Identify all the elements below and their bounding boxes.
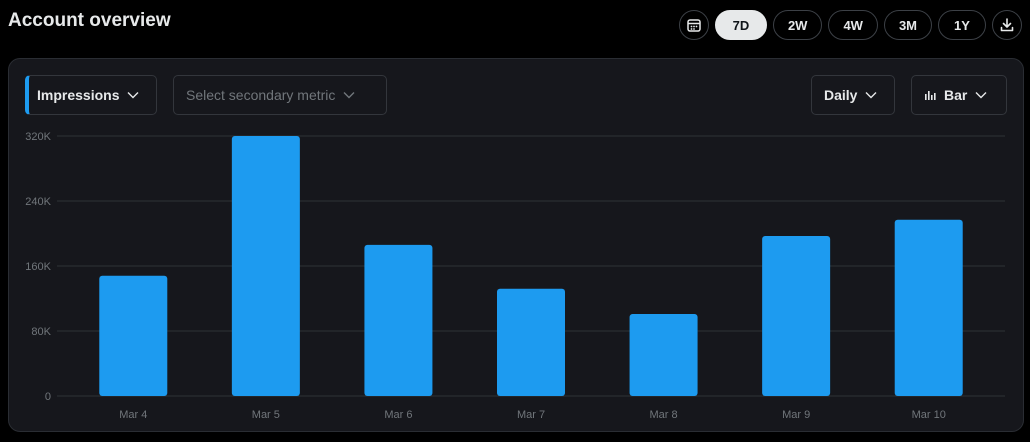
range-4w-button[interactable]: 4W xyxy=(828,10,878,40)
bar-chart-icon xyxy=(924,89,936,101)
range-selector: 7D 2W 4W 3M 1Y xyxy=(678,10,1022,40)
chart-type-dropdown[interactable]: Bar xyxy=(911,75,1007,115)
y-tick-label: 320K xyxy=(25,131,51,143)
bar[interactable] xyxy=(231,136,300,396)
x-tick-label: Mar 4 xyxy=(119,409,147,421)
download-button[interactable] xyxy=(992,10,1022,40)
range-1y-button[interactable]: 1Y xyxy=(938,10,986,40)
range-7d-button[interactable]: 7D xyxy=(714,10,767,40)
bar[interactable] xyxy=(99,275,168,396)
x-tick-label: Mar 6 xyxy=(384,409,412,421)
calendar-icon xyxy=(687,19,701,32)
chevron-down-icon xyxy=(975,91,987,99)
bar-chart: 0 80K 160K 240K 320K Mar 4 Mar 5 Mar 6 Mar 7 Mar … xyxy=(25,131,1005,421)
bar[interactable] xyxy=(762,235,831,396)
x-tick-label: Mar 9 xyxy=(782,409,810,421)
bar[interactable] xyxy=(629,313,698,396)
secondary-metric-placeholder: Select secondary metric xyxy=(186,87,336,103)
calendar-button[interactable] xyxy=(678,10,709,40)
primary-metric-dropdown[interactable]: Impressions xyxy=(25,75,157,115)
y-tick-label: 80K xyxy=(31,326,51,338)
page-title: Account overview xyxy=(8,10,171,31)
y-tick-label: 0 xyxy=(45,391,51,403)
range-3m-button[interactable]: 3M xyxy=(883,10,932,40)
granularity-label: Daily xyxy=(824,87,858,103)
primary-metric-label: Impressions xyxy=(37,87,120,103)
chart-type-label: Bar xyxy=(944,87,968,103)
x-tick-label: Mar 7 xyxy=(517,409,545,421)
bar[interactable] xyxy=(364,244,433,396)
bar[interactable] xyxy=(894,219,963,396)
chevron-down-icon xyxy=(343,91,355,99)
bar[interactable] xyxy=(497,288,565,396)
secondary-metric-dropdown[interactable]: Select secondary metric xyxy=(173,75,387,115)
chevron-down-icon xyxy=(865,91,877,99)
granularity-dropdown[interactable]: Daily xyxy=(811,75,895,115)
download-icon xyxy=(1000,18,1014,32)
x-tick-label: Mar 8 xyxy=(650,409,678,421)
chevron-down-icon xyxy=(127,91,139,99)
x-tick-label: Mar 5 xyxy=(252,409,280,421)
chart-panel: Impressions Select secondary metric Dail… xyxy=(8,58,1024,432)
y-tick-label: 160K xyxy=(25,261,51,273)
range-2w-button[interactable]: 2W xyxy=(772,10,823,40)
y-tick-label: 240K xyxy=(25,196,51,208)
x-tick-label: Mar 10 xyxy=(912,409,946,421)
